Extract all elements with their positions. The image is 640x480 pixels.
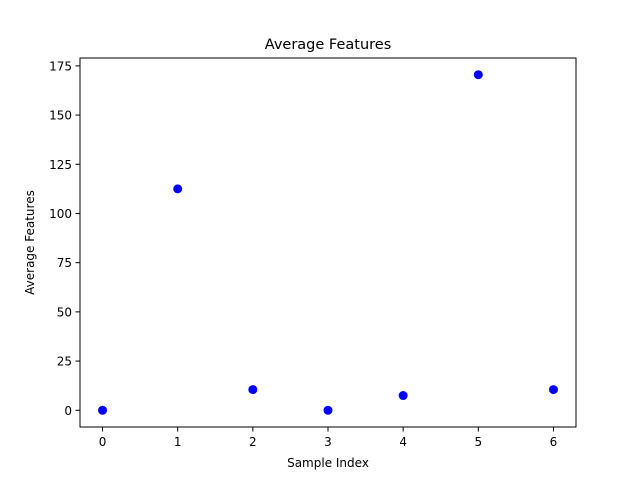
y-tick-label: 100 (49, 207, 72, 221)
data-point (248, 385, 258, 395)
y-axis-ticks: 0 25 50 75 100 125 150 175 (49, 59, 80, 418)
data-point (473, 70, 483, 80)
x-tick-label: 1 (174, 435, 182, 449)
x-axis-label: Sample Index (287, 456, 369, 470)
y-tick-label: 125 (49, 158, 72, 172)
y-axis-label: Average Features (23, 190, 37, 295)
data-point (98, 405, 108, 415)
data-points (98, 70, 558, 415)
y-tick-label: 0 (64, 404, 72, 418)
y-tick-label: 75 (57, 256, 72, 270)
y-tick-label: 175 (49, 59, 72, 73)
data-point (398, 391, 408, 401)
x-tick-label: 5 (474, 435, 482, 449)
x-axis-ticks: 0 1 2 3 4 5 6 (99, 427, 558, 449)
x-tick-label: 6 (550, 435, 558, 449)
data-point (173, 184, 183, 194)
data-point (548, 385, 558, 395)
x-tick-label: 0 (99, 435, 107, 449)
x-tick-label: 3 (324, 435, 332, 449)
y-tick-label: 25 (57, 355, 72, 369)
data-point (323, 405, 333, 415)
plot-area-frame (79, 57, 577, 428)
y-tick-label: 50 (57, 305, 72, 319)
chart-title: Average Features (265, 37, 392, 53)
x-tick-label: 2 (249, 435, 257, 449)
y-tick-label: 150 (49, 109, 72, 123)
x-tick-label: 4 (399, 435, 407, 449)
